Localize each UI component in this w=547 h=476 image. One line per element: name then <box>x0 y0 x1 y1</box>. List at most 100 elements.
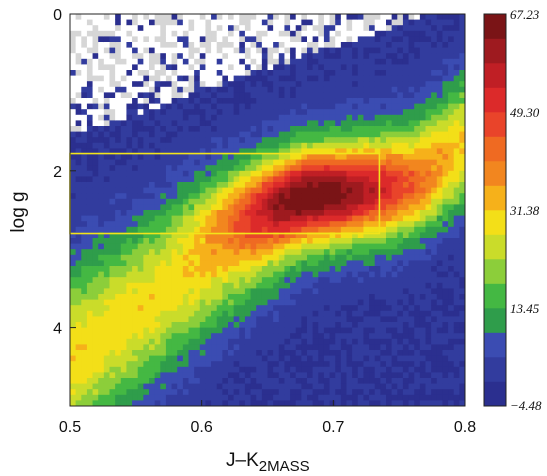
heatmap-cell <box>419 187 426 194</box>
heatmap-cell <box>177 204 184 211</box>
heatmap-cell <box>92 165 99 172</box>
heatmap-cell <box>295 47 302 54</box>
heatmap-cell <box>199 131 206 138</box>
heatmap-cell <box>239 238 246 244</box>
heatmap-cell <box>244 120 251 127</box>
heatmap-cell <box>261 92 268 99</box>
heatmap-cell <box>374 249 381 256</box>
heatmap-cell <box>459 42 466 48</box>
heatmap-cell <box>70 322 77 328</box>
heatmap-cell <box>346 277 353 284</box>
heatmap-cell <box>154 383 161 390</box>
heatmap-cell <box>98 137 105 144</box>
heatmap-cell <box>250 394 257 401</box>
heatmap-cell <box>216 333 223 340</box>
heatmap-cell <box>453 126 460 132</box>
heatmap-cell <box>216 288 223 295</box>
heatmap-cell <box>448 64 455 71</box>
heatmap-cell <box>228 249 235 256</box>
heatmap-cell <box>290 126 297 132</box>
heatmap-cell <box>448 310 455 317</box>
heatmap-cell <box>397 131 404 138</box>
heatmap-cell <box>194 249 201 256</box>
heatmap-cell <box>81 53 88 60</box>
heatmap-cell <box>103 36 110 43</box>
heatmap-cell <box>154 120 161 127</box>
heatmap-cell <box>397 210 404 216</box>
heatmap-cell <box>98 305 105 312</box>
heatmap-cell <box>374 142 381 149</box>
heatmap-cell <box>216 327 223 334</box>
heatmap-cell <box>75 305 82 312</box>
heatmap-cell <box>408 64 415 71</box>
heatmap-cell <box>126 126 133 132</box>
heatmap-cell <box>256 42 263 48</box>
heatmap-cell <box>233 389 240 396</box>
heatmap-cell <box>75 98 82 104</box>
heatmap-cell <box>414 238 421 244</box>
heatmap-cell <box>363 176 370 183</box>
heatmap-cell <box>340 165 347 172</box>
heatmap-cell <box>307 322 314 328</box>
heatmap-cell <box>115 154 122 160</box>
heatmap-cell <box>160 294 167 300</box>
heatmap-cell <box>132 165 139 172</box>
heatmap-cell <box>98 42 105 48</box>
heatmap-cell <box>199 86 206 93</box>
heatmap-cell <box>369 226 376 233</box>
heatmap-cell <box>75 221 82 228</box>
heatmap-cell <box>391 400 398 407</box>
heatmap-cell <box>165 282 172 289</box>
heatmap-cell <box>233 226 240 233</box>
heatmap-cell <box>75 294 82 300</box>
heatmap-cell <box>154 131 161 138</box>
heatmap-cell <box>425 378 432 384</box>
heatmap-cell <box>318 260 325 267</box>
heatmap-cell <box>154 389 161 396</box>
heatmap-cell <box>307 154 314 160</box>
heatmap-cell <box>363 165 370 172</box>
heatmap-cell <box>442 126 449 132</box>
heatmap-cell <box>205 92 212 99</box>
heatmap-cell <box>425 271 432 278</box>
heatmap-cell <box>149 182 156 188</box>
heatmap-cell <box>369 394 376 401</box>
heatmap-cell <box>312 221 319 228</box>
heatmap-cell <box>109 187 116 194</box>
heatmap-cell <box>352 327 359 334</box>
heatmap-cell <box>290 47 297 54</box>
heatmap-cell <box>205 154 212 160</box>
heatmap-cell <box>92 154 99 160</box>
heatmap-cell <box>216 131 223 138</box>
heatmap-cell <box>115 36 122 43</box>
heatmap-cell <box>149 238 156 244</box>
heatmap-cell <box>307 221 314 228</box>
heatmap-cell <box>431 193 438 200</box>
heatmap-cell <box>177 366 184 373</box>
heatmap-cell <box>132 47 139 54</box>
heatmap-cell <box>459 372 466 379</box>
heatmap-cell <box>165 238 172 244</box>
heatmap-cell <box>419 226 426 233</box>
heatmap-cell <box>323 131 330 138</box>
heatmap-cell <box>323 25 330 32</box>
heatmap-cell <box>126 400 133 407</box>
heatmap-cell <box>307 25 314 32</box>
heatmap-cell <box>346 322 353 328</box>
heatmap-cell <box>352 36 359 43</box>
heatmap-cell <box>312 204 319 211</box>
heatmap-cell <box>194 350 201 356</box>
heatmap-cell <box>307 165 314 172</box>
heatmap-cell <box>323 338 330 345</box>
heatmap-cell <box>380 221 387 228</box>
heatmap-cell <box>318 81 325 88</box>
heatmap-cell <box>442 81 449 88</box>
heatmap-cell <box>318 42 325 48</box>
heatmap-cell <box>363 310 370 317</box>
heatmap-cell <box>109 277 116 284</box>
heatmap-cell <box>205 378 212 384</box>
heatmap-cell <box>357 142 364 149</box>
heatmap-cell <box>98 389 105 396</box>
heatmap-cell <box>256 137 263 144</box>
heatmap-cell <box>329 226 336 233</box>
